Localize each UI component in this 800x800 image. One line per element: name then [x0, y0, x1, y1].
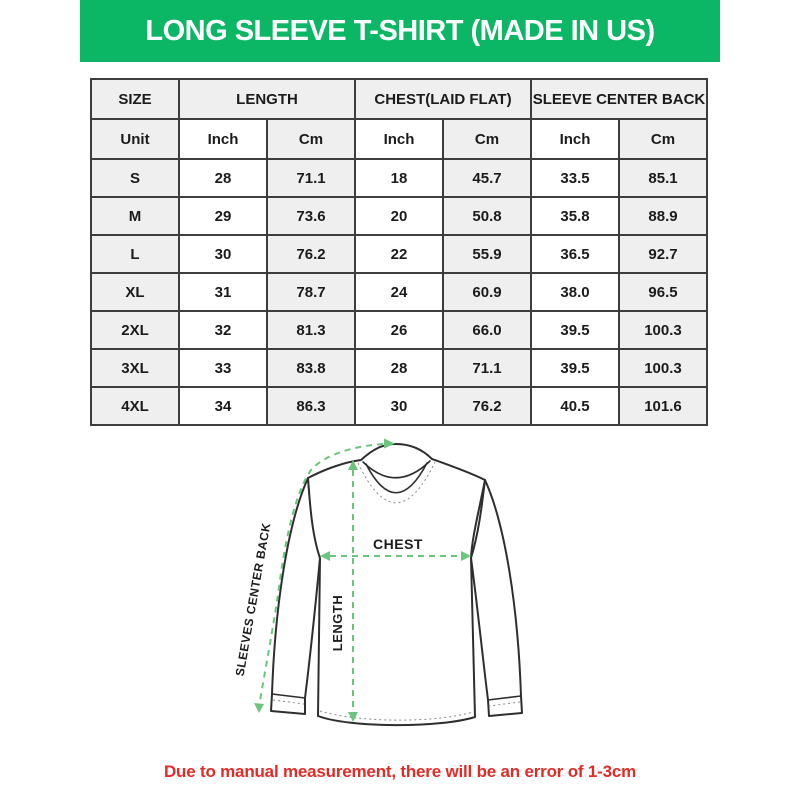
- value-cell: 81.3: [266, 310, 356, 350]
- collar: [357, 460, 436, 504]
- value-cell: 78.7: [266, 272, 356, 312]
- table-row-2xl: 2XL 32 81.3 26 66.0 39.5 100.3: [90, 310, 708, 350]
- value-cell: 85.1: [618, 158, 708, 198]
- value-cell: 28: [354, 348, 444, 388]
- chest-arrow: [320, 551, 471, 561]
- value-cell: 60.9: [442, 272, 532, 312]
- table-row-m: M 29 73.6 20 50.8 35.8 88.9: [90, 196, 708, 236]
- column-group-chest: CHEST(LAID FLAT): [354, 78, 532, 120]
- column-group-length: LENGTH: [178, 78, 356, 120]
- table-row-xl: XL 31 78.7 24 60.9 38.0 96.5: [90, 272, 708, 312]
- value-cell: 39.5: [530, 310, 620, 350]
- size-cell: S: [90, 158, 180, 198]
- value-cell: 92.7: [618, 234, 708, 274]
- value-cell: 71.1: [442, 348, 532, 388]
- unit-header-cell: Inch: [354, 118, 444, 160]
- left-cuff-stitch: [272, 699, 305, 705]
- value-cell: 76.2: [266, 234, 356, 274]
- value-cell: 45.7: [442, 158, 532, 198]
- size-cell: XL: [90, 272, 180, 312]
- table-row-l: L 30 76.2 22 55.9 36.5 92.7: [90, 234, 708, 274]
- length-arrow: [348, 460, 358, 722]
- measurement-note: Due to manual measurement, there will be…: [163, 762, 637, 781]
- size-cell: L: [90, 234, 180, 274]
- chest-label: CHEST: [373, 536, 423, 552]
- hem-stitch: [319, 710, 474, 721]
- value-cell: 28: [178, 158, 268, 198]
- value-cell: 32: [178, 310, 268, 350]
- value-cell: 26: [354, 310, 444, 350]
- size-cell: 4XL: [90, 386, 180, 426]
- value-cell: 36.5: [530, 234, 620, 274]
- value-cell: 71.1: [266, 158, 356, 198]
- table-row-4xl: 4XL 34 86.3 30 76.2 40.5 101.6: [90, 386, 708, 426]
- left-cuff-seam: [271, 693, 306, 699]
- value-cell: 50.8: [442, 196, 532, 236]
- unit-header-cell: Inch: [178, 118, 268, 160]
- value-cell: 73.6: [266, 196, 356, 236]
- table-row-3xl: 3XL 33 83.8 28 71.1 39.5 100.3: [90, 348, 708, 388]
- value-cell: 39.5: [530, 348, 620, 388]
- sleeve-center-back-arrow: [254, 438, 395, 713]
- unit-header-cell: Cm: [618, 118, 708, 160]
- unit-header-cell: Cm: [442, 118, 532, 160]
- value-cell: 55.9: [442, 234, 532, 274]
- banner-title: LONG SLEEVE T-SHIRT (MADE IN US): [145, 14, 655, 47]
- value-cell: 100.3: [618, 348, 708, 388]
- value-cell: 20: [354, 196, 444, 236]
- shirt-diagram: CHEST LENGTH SLEEVES CENTER BACK: [233, 438, 523, 727]
- value-cell: 22: [354, 234, 444, 274]
- banner: LONG SLEEVE T-SHIRT (MADE IN US): [80, 0, 720, 62]
- group-header-row: SIZE LENGTH CHEST(LAID FLAT) SLEEVE CENT…: [90, 78, 708, 120]
- size-chart-table: SIZE LENGTH CHEST(LAID FLAT) SLEEVE CENT…: [90, 78, 708, 426]
- right-sleeve: [470, 479, 523, 717]
- value-cell: 30: [178, 234, 268, 274]
- value-cell: 40.5: [530, 386, 620, 426]
- right-cuff-stitch: [488, 701, 521, 707]
- right-cuff-seam: [487, 695, 522, 701]
- unit-header-row: Unit Inch Cm Inch Cm Inch Cm: [90, 118, 708, 160]
- value-cell: 24: [354, 272, 444, 312]
- unit-header-cell: Inch: [530, 118, 620, 160]
- value-cell: 31: [178, 272, 268, 312]
- size-cell: M: [90, 196, 180, 236]
- value-cell: 88.9: [618, 196, 708, 236]
- size-cell: 2XL: [90, 310, 180, 350]
- size-cell: 3XL: [90, 348, 180, 388]
- value-cell: 86.3: [266, 386, 356, 426]
- value-cell: 35.8: [530, 196, 620, 236]
- value-cell: 29: [178, 196, 268, 236]
- value-cell: 30: [354, 386, 444, 426]
- value-cell: 83.8: [266, 348, 356, 388]
- column-group-sleeve: SLEEVE CENTER BACK: [530, 78, 708, 120]
- unit-header-cell: Unit: [90, 118, 180, 160]
- column-group-size: SIZE: [90, 78, 180, 120]
- value-cell: 33.5: [530, 158, 620, 198]
- value-cell: 76.2: [442, 386, 532, 426]
- value-cell: 66.0: [442, 310, 532, 350]
- value-cell: 101.6: [618, 386, 708, 426]
- value-cell: 33: [178, 348, 268, 388]
- value-cell: 96.5: [618, 272, 708, 312]
- value-cell: 18: [354, 158, 444, 198]
- value-cell: 34: [178, 386, 268, 426]
- shirt-body: [307, 443, 486, 727]
- unit-header-cell: Cm: [266, 118, 356, 160]
- value-cell: 38.0: [530, 272, 620, 312]
- table-row-s: S 28 71.1 18 45.7 33.5 85.1: [90, 158, 708, 198]
- value-cell: 100.3: [618, 310, 708, 350]
- length-label: LENGTH: [330, 595, 345, 651]
